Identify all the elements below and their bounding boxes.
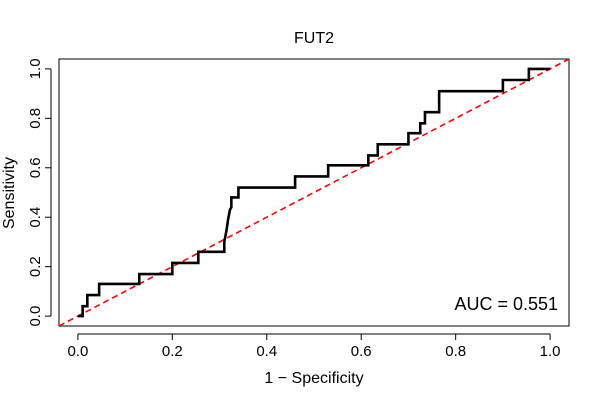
x-tick-label: 0.2 <box>162 343 183 360</box>
y-tick-label: 0.0 <box>27 306 44 327</box>
plot-area: 0.0 0.2 0.4 0.6 0.8 1.0 0.0 0.2 0.4 0.6 0.8 1.0 <box>27 58 570 360</box>
x-tick-label: 0.4 <box>256 343 277 360</box>
auc-annotation: AUC = 0.551 <box>454 294 558 314</box>
chart-title: FUT2 <box>294 30 334 47</box>
x-tick-label: 0.0 <box>67 343 88 360</box>
roc-curve-line <box>77 67 551 318</box>
y-tick-label: 0.4 <box>27 207 44 228</box>
plot-frame <box>58 58 570 327</box>
x-tick-label: 1.0 <box>540 343 561 360</box>
y-tick-label: 0.2 <box>27 256 44 277</box>
x-tick-label: 0.8 <box>445 343 466 360</box>
chance-diagonal-line <box>59 59 569 326</box>
y-tick-label: 0.6 <box>27 157 44 178</box>
x-tick-label: 0.6 <box>351 343 372 360</box>
x-axis-label: 1 − Specificity <box>264 370 363 387</box>
y-tick-label: 0.8 <box>27 108 44 129</box>
y-axis-label: Sensitivity <box>1 157 18 229</box>
y-tick-label: 1.0 <box>27 58 44 79</box>
